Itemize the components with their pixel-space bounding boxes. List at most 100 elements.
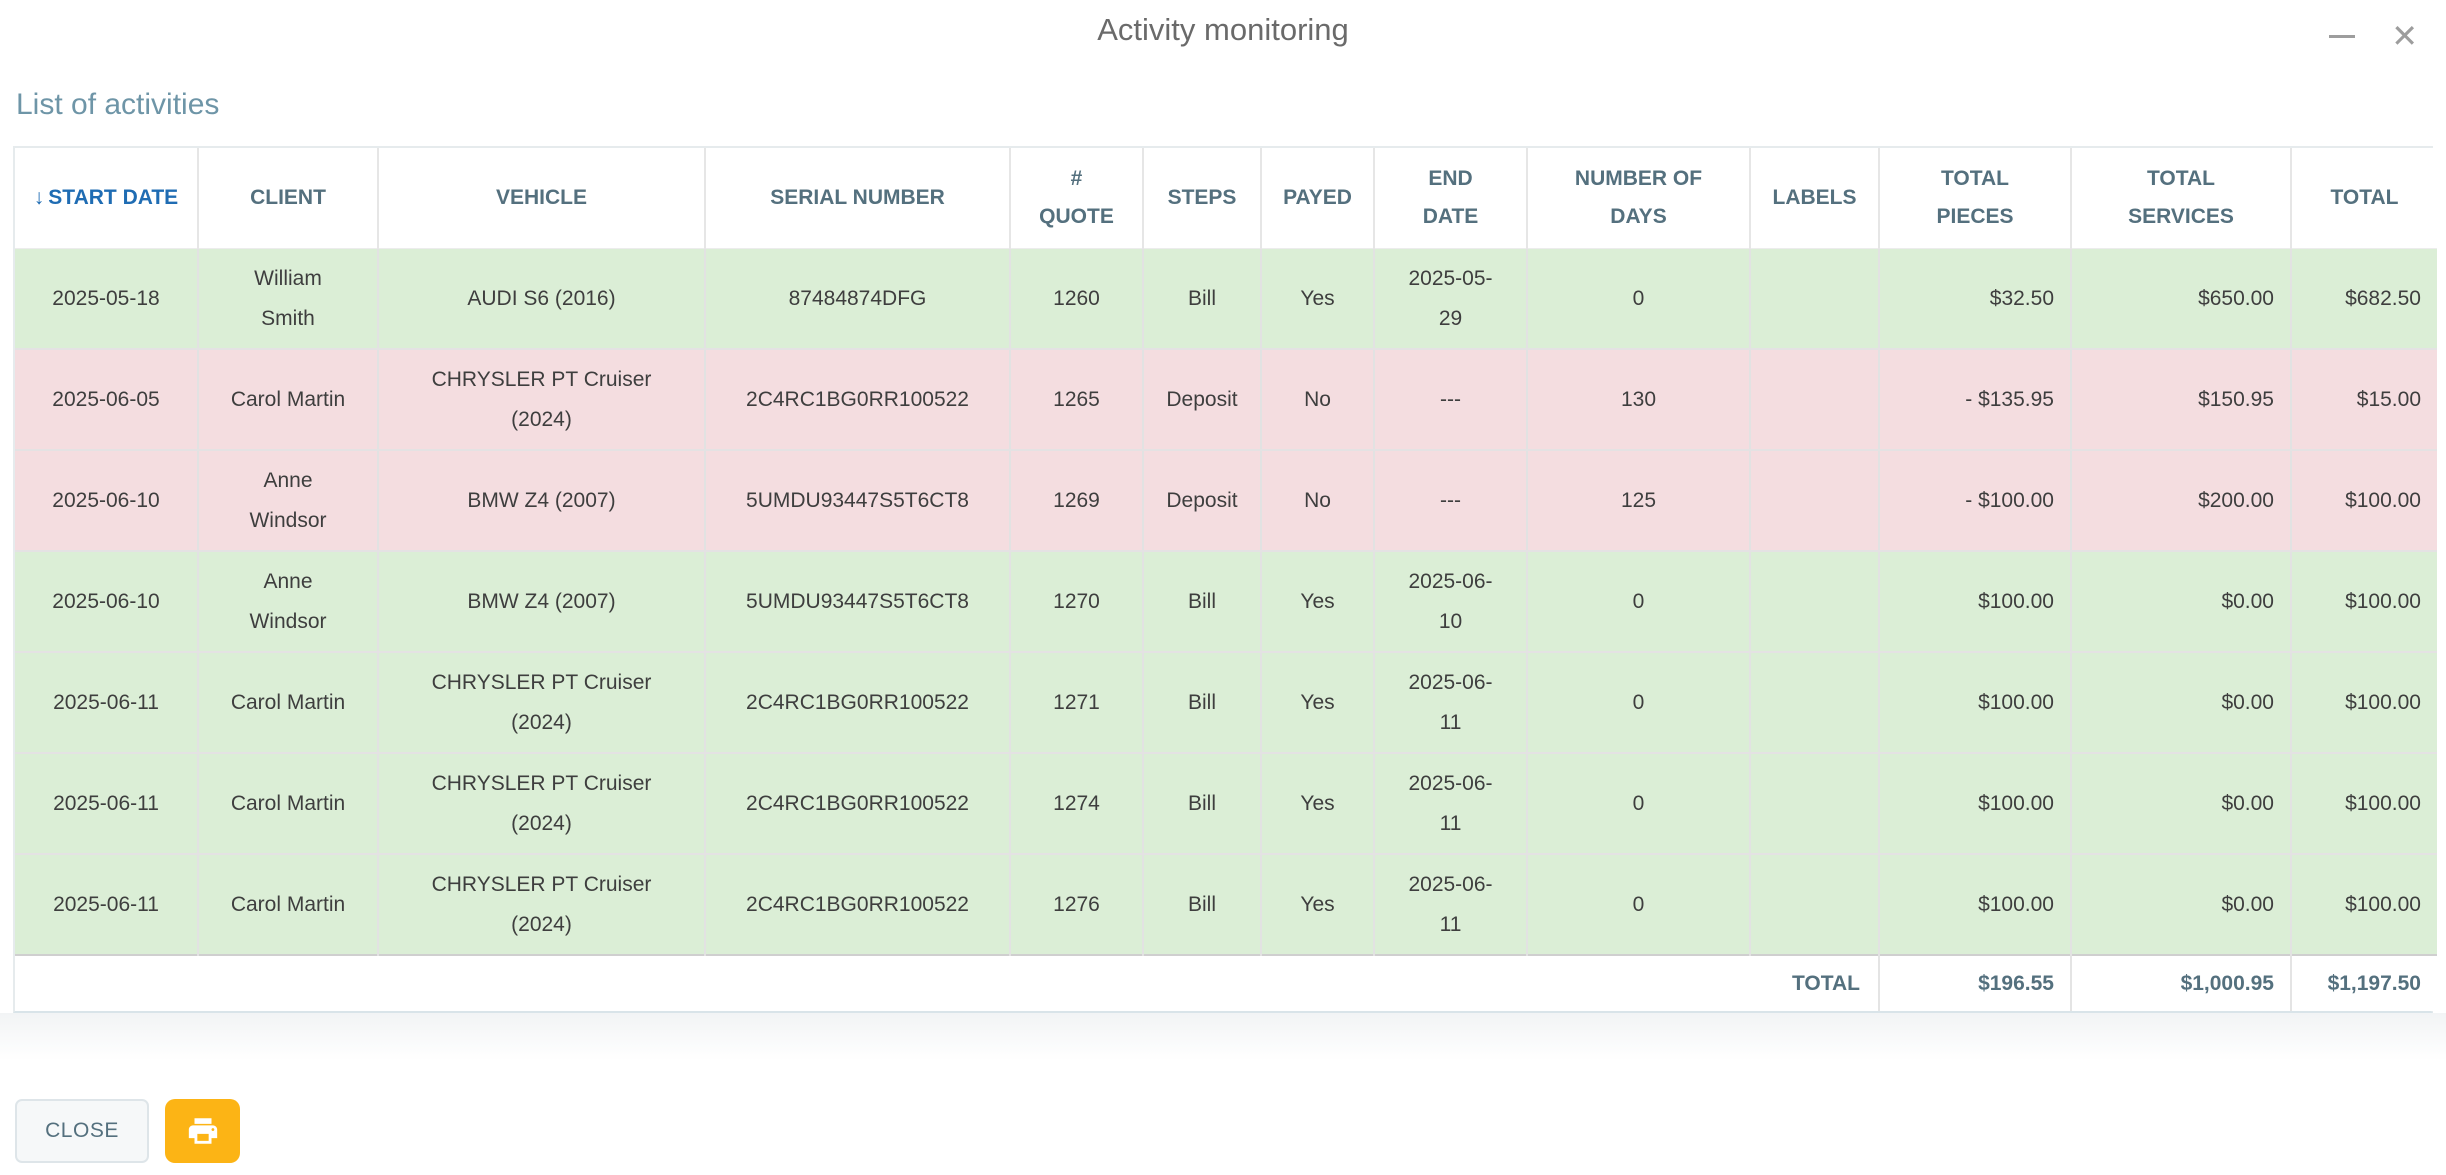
cell-payed: No: [1261, 450, 1375, 552]
cell-end-date: 2025-06-11: [1374, 652, 1528, 754]
column-header-start-date[interactable]: ↓ START DATE: [15, 148, 199, 249]
column-header-steps[interactable]: STEPS: [1143, 148, 1262, 249]
cell-vehicle: BMW Z4 (2007): [378, 551, 706, 653]
cell-number-of-days: 0: [1527, 248, 1751, 350]
column-header-quote[interactable]: # QUOTE: [1010, 148, 1144, 249]
cell-end-date: 2025-05-29: [1374, 248, 1528, 350]
cell-labels: [1750, 248, 1880, 350]
cell-labels: [1750, 450, 1880, 552]
cell-labels: [1750, 854, 1880, 955]
cell-total-pieces: $100.00: [1879, 753, 2072, 855]
cell-client: William Smith: [198, 248, 379, 350]
cell-total: $100.00: [2291, 450, 2437, 552]
print-button[interactable]: [165, 1099, 240, 1163]
cell-steps: Bill: [1143, 551, 1262, 653]
cell-labels: [1750, 753, 1880, 855]
cell-start-date: 2025-05-18: [15, 248, 199, 350]
cell-serial-number: 2C4RC1BG0RR100522: [705, 349, 1011, 451]
table-row[interactable]: 2025-06-11 Carol Martin CHRYSLER PT Crui…: [15, 652, 2437, 754]
cell-quote: 1270: [1010, 551, 1144, 653]
cell-total-pieces: $32.50: [1879, 248, 2072, 350]
column-header-total-services[interactable]: TOTAL SERVICES: [2071, 148, 2292, 249]
column-header-total[interactable]: TOTAL: [2291, 148, 2437, 249]
header-row: ↓ START DATE CLIENT VEHICLE SERIAL NUMBER…: [15, 148, 2437, 249]
cell-labels: [1750, 652, 1880, 754]
cell-payed: Yes: [1261, 652, 1375, 754]
cell-number-of-days: 125: [1527, 450, 1751, 552]
cell-number-of-days: 130: [1527, 349, 1751, 451]
cell-vehicle: CHRYSLER PT Cruiser (2024): [378, 753, 706, 855]
cell-quote: 1271: [1010, 652, 1144, 754]
cell-steps: Deposit: [1143, 450, 1262, 552]
minimize-icon[interactable]: [2329, 34, 2356, 38]
cell-total-pieces: $100.00: [1879, 854, 2072, 955]
activities-table: ↓ START DATE CLIENT VEHICLE SERIAL NUMBER…: [15, 148, 2437, 1011]
column-header-labels[interactable]: LABELS: [1750, 148, 1880, 249]
cell-client: Anne Windsor: [198, 551, 379, 653]
cell-end-date: 2025-06-11: [1374, 753, 1528, 855]
column-header-number-of-days[interactable]: NUMBER OF DAYS: [1527, 148, 1751, 249]
cell-end-date: ---: [1374, 450, 1528, 552]
cell-payed: Yes: [1261, 854, 1375, 955]
table-bottom-shadow: [0, 1013, 2446, 1061]
cell-vehicle: CHRYSLER PT Cruiser (2024): [378, 854, 706, 955]
column-header-vehicle[interactable]: VEHICLE: [378, 148, 706, 249]
table-row[interactable]: 2025-06-10 Anne Windsor BMW Z4 (2007) 5U…: [15, 551, 2437, 653]
column-header-payed[interactable]: PAYED: [1261, 148, 1375, 249]
cell-start-date: 2025-06-10: [15, 551, 199, 653]
cell-quote: 1265: [1010, 349, 1144, 451]
cell-labels: [1750, 349, 1880, 451]
cell-serial-number: 87484874DFG: [705, 248, 1011, 350]
cell-payed: Yes: [1261, 753, 1375, 855]
table-row[interactable]: 2025-06-05 Carol Martin CHRYSLER PT Crui…: [15, 349, 2437, 451]
cell-payed: No: [1261, 349, 1375, 451]
footer-total-pieces: $196.55: [1878, 954, 2071, 1011]
close-button[interactable]: CLOSE: [15, 1099, 149, 1163]
cell-total-pieces: - $135.95: [1879, 349, 2072, 451]
cell-start-date: 2025-06-05: [15, 349, 199, 451]
cell-client: Carol Martin: [198, 753, 379, 855]
cell-number-of-days: 0: [1527, 753, 1751, 855]
window-controls: ✕: [2329, 18, 2418, 54]
cell-number-of-days: 0: [1527, 854, 1751, 955]
cell-total-services: $0.00: [2071, 753, 2292, 855]
totals-row: TOTAL $196.55 $1,000.95 $1,197.50: [15, 954, 2437, 1011]
cell-labels: [1750, 551, 1880, 653]
footer-total-label: TOTAL: [15, 954, 1879, 1011]
cell-steps: Bill: [1143, 753, 1262, 855]
column-header-end-date[interactable]: END DATE: [1374, 148, 1528, 249]
column-header-serial-number[interactable]: SERIAL NUMBER: [705, 148, 1011, 249]
cell-quote: 1276: [1010, 854, 1144, 955]
column-label: START DATE: [48, 186, 179, 210]
dialog-actions: CLOSE: [15, 1099, 240, 1163]
table-row[interactable]: 2025-05-18 William Smith AUDI S6 (2016) …: [15, 248, 2437, 350]
cell-start-date: 2025-06-10: [15, 450, 199, 552]
cell-end-date: 2025-06-10: [1374, 551, 1528, 653]
sort-descending-icon: ↓: [33, 186, 45, 210]
title-bar: Activity monitoring ✕: [0, 0, 2446, 52]
cell-steps: Bill: [1143, 854, 1262, 955]
table-row[interactable]: 2025-06-10 Anne Windsor BMW Z4 (2007) 5U…: [15, 450, 2437, 552]
cell-total-pieces: - $100.00: [1879, 450, 2072, 552]
cell-vehicle: BMW Z4 (2007): [378, 450, 706, 552]
activities-table-container: ↓ START DATE CLIENT VEHICLE SERIAL NUMBER…: [13, 146, 2437, 1013]
table-row[interactable]: 2025-06-11 Carol Martin CHRYSLER PT Crui…: [15, 854, 2437, 955]
cell-end-date: 2025-06-11: [1374, 854, 1528, 955]
cell-serial-number: 2C4RC1BG0RR100522: [705, 854, 1011, 955]
cell-total-pieces: $100.00: [1879, 551, 2072, 653]
printer-icon: [186, 1114, 220, 1148]
cell-start-date: 2025-06-11: [15, 652, 199, 754]
cell-total-services: $650.00: [2071, 248, 2292, 350]
table-row[interactable]: 2025-06-11 Carol Martin CHRYSLER PT Crui…: [15, 753, 2437, 855]
section-title: List of activities: [16, 88, 220, 121]
cell-payed: Yes: [1261, 248, 1375, 350]
column-header-total-pieces[interactable]: TOTAL PIECES: [1879, 148, 2072, 249]
column-header-client[interactable]: CLIENT: [198, 148, 379, 249]
cell-serial-number: 5UMDU93447S5T6CT8: [705, 551, 1011, 653]
cell-total: $15.00: [2291, 349, 2437, 451]
cell-client: Carol Martin: [198, 349, 379, 451]
footer-total-services: $1,000.95: [2070, 954, 2291, 1011]
close-icon[interactable]: ✕: [2391, 18, 2418, 54]
cell-vehicle: AUDI S6 (2016): [378, 248, 706, 350]
